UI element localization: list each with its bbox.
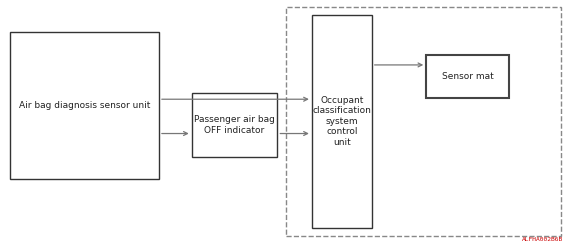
Bar [312,15,372,228]
Text: ALFHA002B6B: ALFHA002B6B [522,237,563,242]
Text: Occupant
classification
system
control
unit: Occupant classification system control u… [312,96,371,147]
Bar [10,32,159,179]
Bar [286,7,561,236]
Text: Sensor mat: Sensor mat [442,72,494,81]
Bar [426,55,509,98]
Text: Passenger air bag
OFF indicator: Passenger air bag OFF indicator [194,115,275,135]
Bar [192,93,277,157]
Text: Air bag diagnosis sensor unit: Air bag diagnosis sensor unit [19,101,150,110]
